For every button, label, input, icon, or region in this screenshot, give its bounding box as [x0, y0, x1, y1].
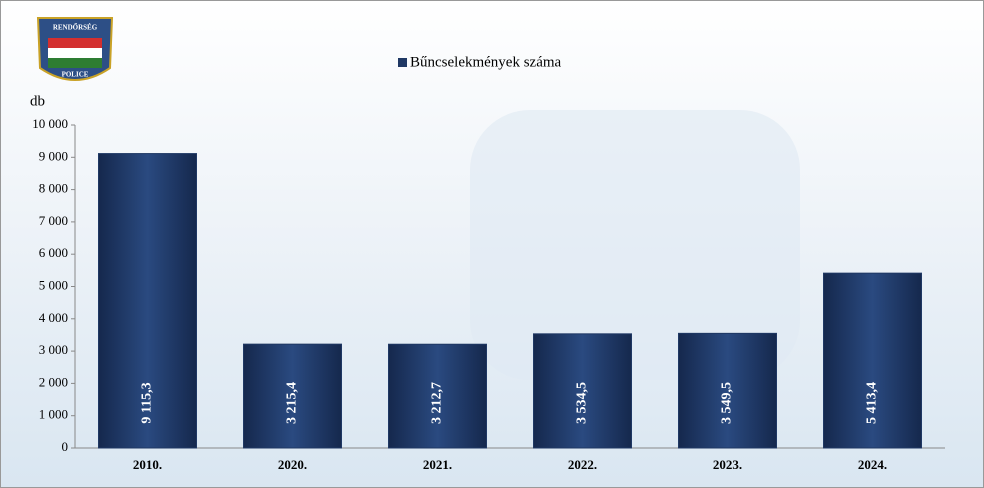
- logo-bottom-text: POLICE: [62, 71, 89, 79]
- y-tick-label: 7 000: [39, 213, 68, 228]
- x-tick-label: 2021.: [423, 457, 452, 472]
- logo-stripe: [48, 48, 102, 58]
- y-tick-label: 3 000: [39, 342, 68, 357]
- y-tick-label: 1 000: [39, 407, 68, 422]
- y-tick-label: 4 000: [39, 310, 68, 325]
- logo: RENDŐRSÉG POLICE: [38, 18, 112, 80]
- y-tick-label: 0: [62, 439, 69, 454]
- x-tick-label: 2020.: [278, 457, 307, 472]
- y-axis-label: db: [30, 93, 45, 109]
- y-tick-label: 2 000: [39, 374, 68, 389]
- value-label: 3 549,5: [720, 382, 735, 424]
- value-label: 5 413,4: [865, 382, 880, 424]
- legend-swatch: [398, 58, 407, 67]
- logo-stripe: [48, 58, 102, 68]
- y-tick-label: 5 000: [39, 277, 68, 292]
- x-tick-label: 2024.: [858, 457, 887, 472]
- y-tick-label: 8 000: [39, 181, 68, 196]
- value-label: 9 115,3: [140, 382, 155, 423]
- x-tick-label: 2023.: [713, 457, 742, 472]
- value-label: 3 212,7: [430, 382, 445, 424]
- x-tick-label: 2022.: [568, 457, 597, 472]
- logo-stripe: [48, 38, 102, 48]
- chart: RENDŐRSÉG POLICE db 0 1 000 2 000 3 000 4 00…: [0, 0, 984, 488]
- y-tick-label: 9 000: [39, 148, 68, 163]
- legend-label: Bűncselekmények száma: [410, 54, 562, 70]
- x-tick-label: 2010.: [133, 457, 162, 472]
- y-tick-label: 10 000: [32, 116, 68, 131]
- logo-top-text: RENDŐRSÉG: [53, 24, 98, 32]
- y-tick-label: 6 000: [39, 245, 68, 260]
- value-label: 3 534,5: [575, 382, 590, 424]
- value-label: 3 215,4: [285, 382, 300, 424]
